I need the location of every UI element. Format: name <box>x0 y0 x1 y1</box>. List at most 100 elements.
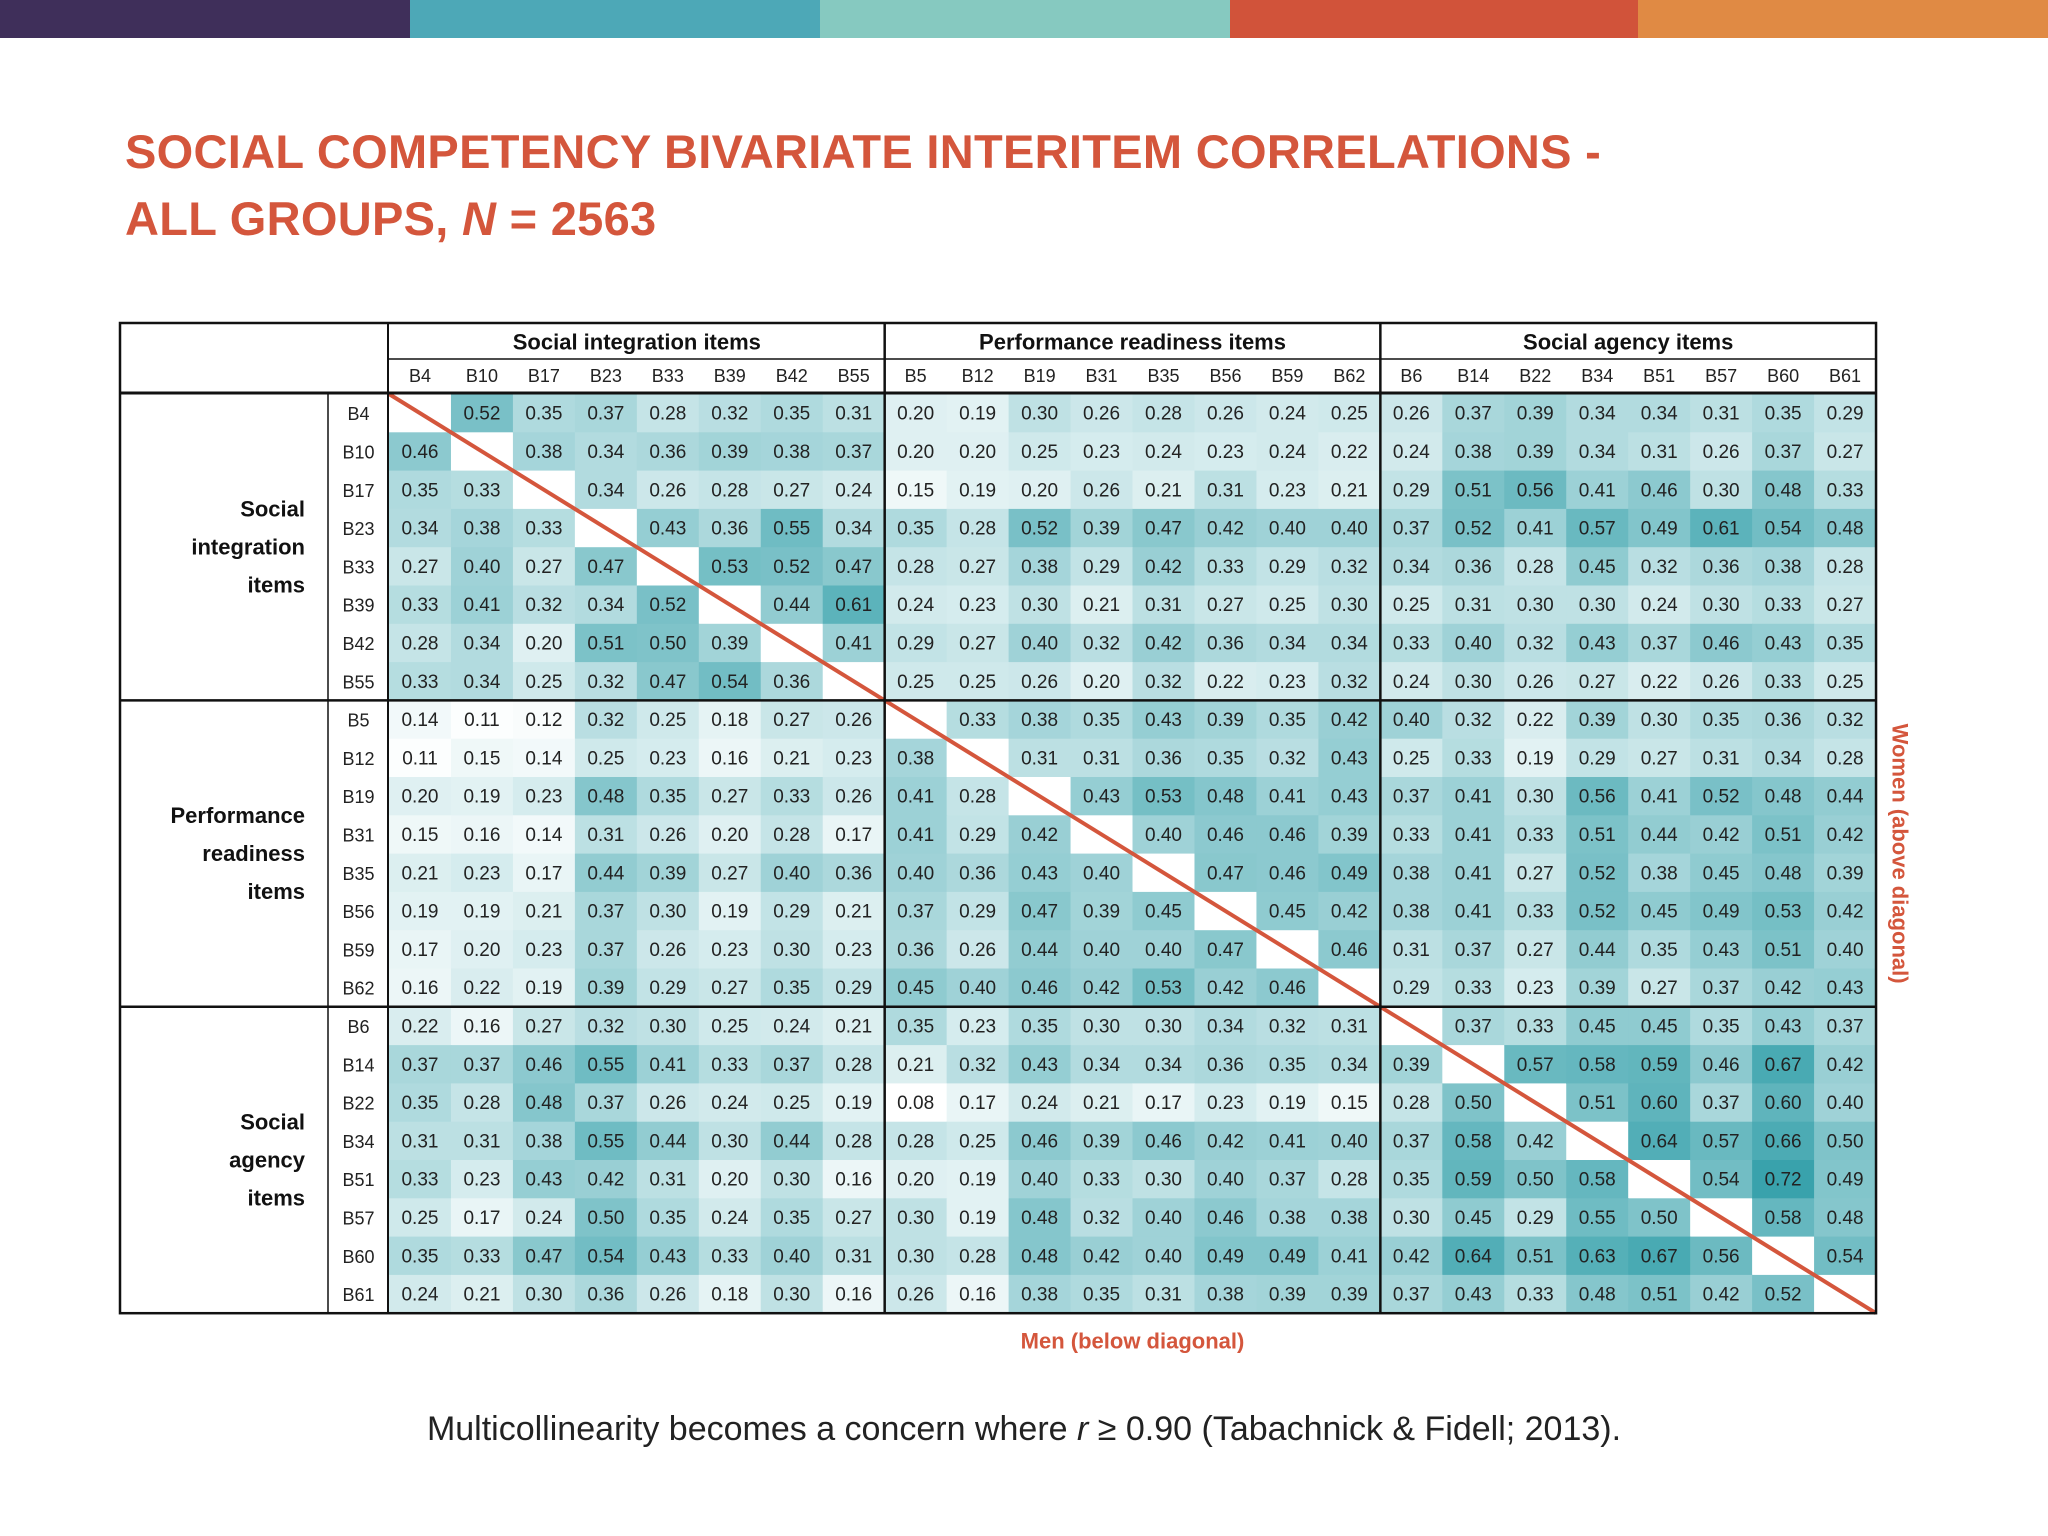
cell-value: 0.50 <box>587 1208 624 1229</box>
heatmap-cell <box>1628 547 1691 586</box>
heatmap-cell <box>1070 585 1134 625</box>
heatmap-cell <box>1690 1160 1753 1199</box>
row-item-label: B59 <box>342 940 374 960</box>
heatmap-cell <box>822 585 886 625</box>
heatmap-cell <box>822 1121 886 1161</box>
cell-value: 0.25 <box>959 672 996 693</box>
cell-value: 0.36 <box>959 863 996 884</box>
heatmap-cell <box>946 508 1010 548</box>
heatmap-cell <box>636 968 700 1008</box>
cell-value: 0.32 <box>1517 633 1554 654</box>
cell-value: 0.55 <box>773 519 810 540</box>
cell-value: 0.56 <box>1517 480 1554 501</box>
row-item-label: B35 <box>342 864 374 884</box>
heatmap-cell <box>1318 1083 1381 1123</box>
heatmap-cell <box>1132 777 1195 816</box>
heatmap-cell <box>1194 700 1257 740</box>
cell-value: 0.72 <box>1765 1170 1802 1191</box>
row-group-label: items <box>248 573 305 598</box>
heatmap-cell <box>760 738 824 778</box>
cell-value: 0.23 <box>835 748 872 769</box>
cell-value: 0.36 <box>1703 557 1740 578</box>
heatmap-cell <box>1256 891 1319 931</box>
cell-value: 0.26 <box>1207 404 1244 425</box>
heatmap-cell <box>1256 1083 1319 1123</box>
cell-value: 0.17 <box>525 863 562 884</box>
heatmap-cell <box>389 1160 452 1199</box>
cell-value: 0.27 <box>525 1016 562 1037</box>
cell-value: 0.28 <box>773 825 810 846</box>
heatmap-cell <box>1070 1236 1134 1276</box>
heatmap-cell <box>636 1236 700 1276</box>
cell-value: 0.35 <box>1269 1055 1306 1076</box>
cell-value: 0.43 <box>525 1170 562 1191</box>
cell-value: 0.20 <box>897 404 934 425</box>
heatmap-cell <box>1194 547 1257 586</box>
cell-value: 0.12 <box>525 710 562 731</box>
heatmap-cell <box>1690 547 1753 586</box>
cell-value: 0.22 <box>1331 442 1368 463</box>
cell-value: 0.31 <box>1703 404 1740 425</box>
cell-value: 0.47 <box>649 672 686 693</box>
cell-value: 0.43 <box>1579 633 1616 654</box>
heatmap-cell <box>1070 1160 1134 1199</box>
cell-value: 0.45 <box>1641 1016 1678 1037</box>
heatmap-cell <box>1318 700 1381 740</box>
cell-value: 0.20 <box>711 825 748 846</box>
column-item-label: B12 <box>962 366 994 386</box>
cell-value: 0.35 <box>897 1016 934 1037</box>
cell-value: 0.39 <box>1083 519 1120 540</box>
cell-value: 0.11 <box>464 710 500 731</box>
cell-value: 0.27 <box>773 710 810 731</box>
cell-value: 0.55 <box>587 1131 624 1152</box>
heatmap-cell <box>636 1274 700 1314</box>
cell-value: 0.31 <box>1021 748 1058 769</box>
cell-value: 0.19 <box>959 480 996 501</box>
heatmap-cell <box>822 1198 886 1238</box>
heatmap-cell <box>946 1160 1010 1199</box>
cell-value: 0.26 <box>649 1093 686 1114</box>
cell-value: 0.34 <box>1331 633 1368 654</box>
cell-value: 0.39 <box>711 633 748 654</box>
heatmap-cell <box>1008 662 1072 701</box>
cell-value: 0.43 <box>1145 710 1182 731</box>
cell-value: 0.49 <box>1641 519 1678 540</box>
cell-value: 0.48 <box>1765 863 1802 884</box>
cell-value: 0.33 <box>1765 595 1802 616</box>
cell-value: 0.52 <box>1455 519 1492 540</box>
cell-value: 0.27 <box>1827 442 1864 463</box>
topbar-segment <box>0 0 410 38</box>
cell-value: 0.41 <box>649 1055 686 1076</box>
row-group-label: Social <box>240 1110 305 1135</box>
heatmap-cell <box>1752 777 1815 816</box>
cell-value: 0.39 <box>1331 1285 1368 1306</box>
cell-value: 0.40 <box>1827 1093 1864 1114</box>
cell-value: 0.45 <box>1579 557 1616 578</box>
heatmap-cell <box>1690 1274 1753 1314</box>
heatmap-cell <box>1628 1236 1691 1276</box>
cell-value: 0.54 <box>587 1246 624 1267</box>
cell-value: 0.21 <box>773 748 810 769</box>
cell-value: 0.32 <box>1331 672 1368 693</box>
heatmap-cell <box>946 623 1010 663</box>
heatmap-cell <box>884 1083 948 1123</box>
heatmap-cell <box>1690 738 1753 778</box>
title-line2-prefix: ALL GROUPS, <box>125 192 462 245</box>
cell-value: 0.41 <box>1579 480 1616 501</box>
cell-value: 0.33 <box>463 480 500 501</box>
cell-value: 0.27 <box>835 1208 872 1229</box>
cell-value: 0.36 <box>1207 633 1244 654</box>
heatmap-cell <box>636 930 700 969</box>
heatmap-cell <box>1566 1236 1629 1276</box>
heatmap-cell <box>760 394 824 433</box>
heatmap-cell <box>450 930 514 969</box>
heatmap-cell <box>636 1198 700 1238</box>
heatmap-cell <box>1070 1121 1134 1161</box>
cell-value: 0.27 <box>1517 940 1554 961</box>
heatmap-cell <box>1380 1160 1443 1199</box>
cell-value: 0.30 <box>1331 595 1368 616</box>
heatmap-cell <box>760 700 824 740</box>
heatmap-cell <box>1380 1198 1443 1238</box>
cell-value: 0.43 <box>1021 1055 1058 1076</box>
cell-value: 0.39 <box>649 863 686 884</box>
